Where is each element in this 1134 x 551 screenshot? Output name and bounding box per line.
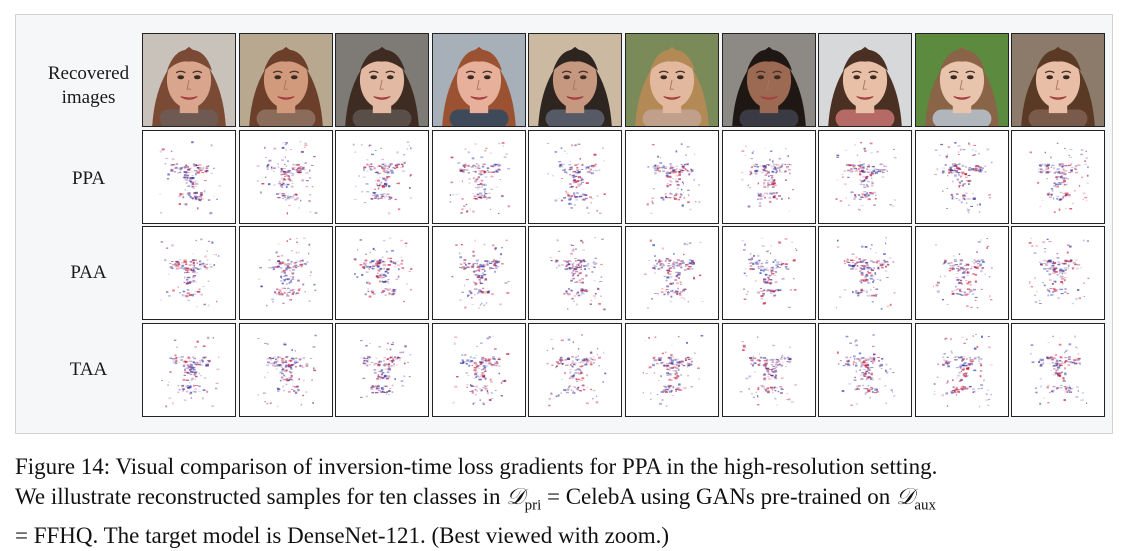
recovered-face-image bbox=[142, 33, 236, 127]
row-label-recovered-images: Recovered images bbox=[47, 63, 130, 108]
gradient-map-ppa bbox=[335, 130, 430, 224]
gradient-map-paa bbox=[625, 226, 719, 320]
gradient-map-paa bbox=[528, 226, 623, 320]
gradient-map-taa bbox=[238, 323, 333, 417]
gradient-map-ppa bbox=[1011, 130, 1106, 224]
gradient-map-ppa bbox=[238, 130, 333, 224]
gradient-map-paa bbox=[914, 226, 1009, 320]
caption-text: = CelebA using GANs pre-trained on bbox=[541, 484, 896, 509]
gradient-map-taa bbox=[625, 323, 719, 417]
subscript-pri: pri bbox=[524, 497, 542, 514]
figure-panel: Recovered images PPA PAA TAA bbox=[15, 14, 1113, 434]
recovered-face-image bbox=[528, 33, 623, 127]
gradient-map-taa bbox=[528, 323, 623, 417]
gradient-map-ppa bbox=[914, 130, 1009, 224]
gradient-map-taa bbox=[914, 323, 1009, 417]
gradient-map-ppa bbox=[528, 130, 623, 224]
math-d-aux: 𝒟 bbox=[895, 484, 915, 510]
recovered-face-image bbox=[721, 33, 816, 127]
row-label-ppa: PPA bbox=[71, 168, 106, 189]
figure-caption: Figure 14: Visual comparison of inversio… bbox=[15, 452, 1125, 551]
gradient-map-ppa bbox=[142, 130, 236, 224]
gradient-map-ppa bbox=[818, 130, 913, 224]
recovered-face-image bbox=[625, 33, 719, 127]
gradient-map-paa bbox=[431, 226, 526, 320]
gradient-map-paa bbox=[238, 226, 333, 320]
caption-line-1: Figure 14: Visual comparison of inversio… bbox=[15, 454, 938, 479]
recovered-face-image bbox=[335, 33, 430, 127]
recovered-face-image bbox=[914, 33, 1009, 127]
gradient-map-taa bbox=[431, 323, 526, 417]
caption-text: We illustrate reconstructed samples for … bbox=[15, 484, 507, 509]
gradient-map-taa bbox=[335, 323, 430, 417]
gradient-map-ppa bbox=[625, 130, 719, 224]
gradient-map-paa bbox=[818, 226, 913, 320]
math-d-pri: 𝒟 bbox=[506, 484, 525, 510]
recovered-face-image bbox=[431, 33, 526, 127]
gradient-map-paa bbox=[721, 226, 816, 320]
gradient-map-taa bbox=[721, 323, 816, 417]
recovered-face-image bbox=[238, 33, 333, 127]
gradient-map-ppa bbox=[431, 130, 526, 224]
subscript-aux: aux bbox=[914, 497, 936, 514]
gradient-map-paa bbox=[1011, 226, 1106, 320]
recovered-face-image bbox=[1011, 33, 1106, 127]
recovered-face-image bbox=[818, 33, 913, 127]
caption-line-2: We illustrate reconstructed samples for … bbox=[15, 482, 1125, 521]
row-label-paa: PAA bbox=[70, 262, 107, 283]
row-label-taa: TAA bbox=[69, 359, 108, 380]
gradient-map-paa bbox=[142, 226, 236, 320]
gradient-map-taa bbox=[142, 323, 236, 417]
gradient-map-taa bbox=[1011, 323, 1106, 417]
caption-line-3: = FFHQ. The target model is DenseNet-121… bbox=[15, 522, 670, 548]
gradient-map-ppa bbox=[721, 130, 816, 224]
gradient-map-paa bbox=[335, 226, 430, 320]
gradient-map-taa bbox=[818, 323, 913, 417]
